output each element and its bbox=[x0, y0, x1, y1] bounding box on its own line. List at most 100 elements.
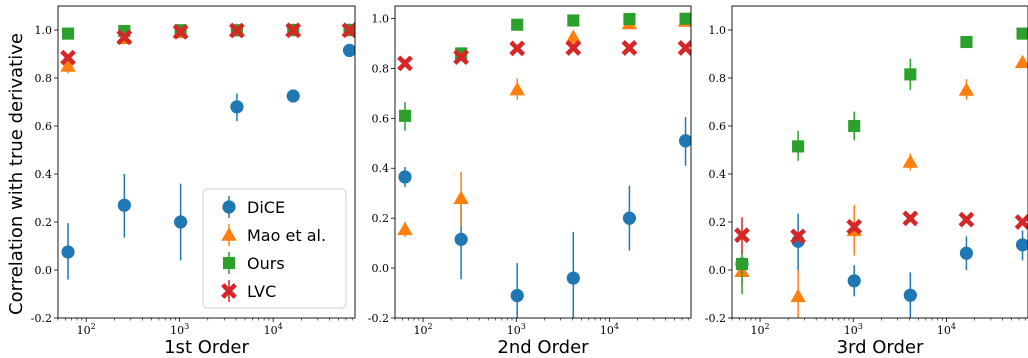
legend-label: LVC bbox=[247, 282, 276, 301]
y-tick-label: 1.0 bbox=[35, 24, 53, 37]
data-point bbox=[735, 257, 749, 271]
data-point bbox=[397, 221, 413, 236]
series-dice bbox=[61, 43, 355, 280]
y-tick-label: -0.2 bbox=[31, 312, 52, 325]
y-tick-label: 0.0 bbox=[35, 264, 53, 277]
data-point bbox=[398, 170, 412, 184]
data-point bbox=[285, 22, 302, 39]
data-point bbox=[567, 14, 580, 27]
data-point bbox=[454, 232, 468, 246]
series-ours bbox=[398, 12, 691, 131]
x-tick-label: 104 bbox=[264, 322, 283, 337]
data-point bbox=[1016, 27, 1028, 40]
y-tick-label: 0.0 bbox=[372, 262, 390, 275]
data-point bbox=[622, 211, 637, 225]
legend-frame bbox=[202, 188, 347, 309]
series-ours bbox=[735, 27, 1028, 294]
data-point bbox=[792, 140, 805, 153]
series-lvc bbox=[60, 22, 355, 66]
y-tick-label: -0.2 bbox=[705, 312, 726, 325]
data-point bbox=[230, 100, 244, 114]
panel-3: -0.2 0.0 0.2 0.4 0.6 0.8 1.0 102 103 104 3rd Order bbox=[705, 5, 1028, 358]
y-tick-label: 0.8 bbox=[35, 72, 53, 85]
x-tick-label: 103 bbox=[844, 322, 863, 337]
legend-label: Ours bbox=[247, 254, 285, 273]
data-point bbox=[960, 35, 973, 49]
data-point bbox=[679, 12, 691, 25]
x-tick-label: 103 bbox=[507, 322, 526, 337]
data-point bbox=[341, 22, 355, 39]
legend-marker bbox=[222, 256, 236, 270]
legend-marker bbox=[221, 283, 237, 299]
legend-item: LVC bbox=[221, 280, 276, 302]
axes-frame bbox=[731, 5, 1028, 319]
data-point bbox=[511, 18, 524, 31]
x-axis-label: 1st Order bbox=[164, 337, 249, 358]
series-lvc bbox=[734, 210, 1028, 254]
data-point bbox=[621, 40, 638, 56]
y-tick-label: 0.6 bbox=[35, 120, 53, 133]
series-ours bbox=[61, 23, 355, 40]
data-point bbox=[61, 27, 75, 40]
y-tick-label: 0.4 bbox=[35, 168, 53, 181]
legend-marker bbox=[221, 227, 237, 241]
series-dice bbox=[735, 213, 1028, 318]
x-tick-label: 102 bbox=[77, 322, 96, 337]
data-point bbox=[565, 40, 582, 56]
data-point bbox=[453, 190, 469, 204]
series-dice bbox=[398, 117, 691, 318]
data-point bbox=[903, 288, 917, 302]
x-tick-label: 102 bbox=[751, 322, 770, 337]
y-tick-label: 1.0 bbox=[372, 12, 390, 25]
legend-item: DiCE bbox=[222, 196, 285, 218]
y-tick-label: 1.0 bbox=[709, 24, 727, 37]
x-tick-label: 104 bbox=[937, 322, 956, 337]
data-point bbox=[1014, 54, 1028, 69]
data-point bbox=[846, 218, 863, 235]
data-point bbox=[790, 288, 806, 303]
legend-marker bbox=[222, 200, 236, 214]
y-tick-label: 0.4 bbox=[372, 162, 390, 175]
data-point bbox=[958, 82, 975, 96]
data-point bbox=[61, 245, 75, 259]
data-point bbox=[902, 154, 919, 168]
data-point bbox=[565, 29, 582, 43]
legend-label: Mao et al. bbox=[247, 226, 326, 245]
data-point bbox=[117, 198, 131, 212]
data-point bbox=[904, 68, 917, 81]
data-point bbox=[509, 40, 526, 57]
y-tick-label: 0.4 bbox=[709, 168, 727, 181]
data-point bbox=[1015, 238, 1028, 252]
series-mao-et-al bbox=[397, 13, 691, 237]
y-tick-label: 0.2 bbox=[709, 216, 727, 229]
x-tick-label: 104 bbox=[600, 322, 619, 337]
legend-label: DiCE bbox=[247, 198, 285, 217]
legend: DiCE Mao et al. Ours LVC bbox=[202, 188, 347, 309]
series-mao-et-al bbox=[734, 54, 1028, 318]
data-point bbox=[566, 271, 580, 285]
y-tick-label: 0.6 bbox=[709, 120, 727, 133]
y-tick-label: 0.6 bbox=[372, 112, 390, 125]
plot-area bbox=[734, 27, 1028, 318]
data-point bbox=[790, 228, 806, 245]
series-mao-et-al bbox=[60, 22, 355, 74]
y-axis-label: Correlation with true derivative bbox=[6, 33, 27, 315]
data-point bbox=[174, 215, 188, 229]
series-lvc bbox=[397, 40, 691, 72]
plot-area bbox=[60, 22, 355, 280]
data-point bbox=[60, 49, 76, 66]
data-point bbox=[509, 81, 525, 96]
y-tick-label: 0.8 bbox=[709, 72, 727, 85]
data-point bbox=[677, 40, 691, 56]
x-tick-label: 103 bbox=[170, 322, 189, 337]
legend-item: Ours bbox=[222, 252, 285, 274]
data-point bbox=[623, 12, 636, 26]
axes-frame bbox=[394, 5, 692, 319]
y-tick-label: 0.8 bbox=[372, 62, 390, 75]
y-tick-label: 0.0 bbox=[709, 264, 727, 277]
data-point bbox=[229, 22, 245, 39]
data-point bbox=[1014, 214, 1028, 230]
data-point bbox=[734, 227, 750, 244]
data-point bbox=[902, 210, 919, 227]
plot-area bbox=[397, 12, 691, 318]
